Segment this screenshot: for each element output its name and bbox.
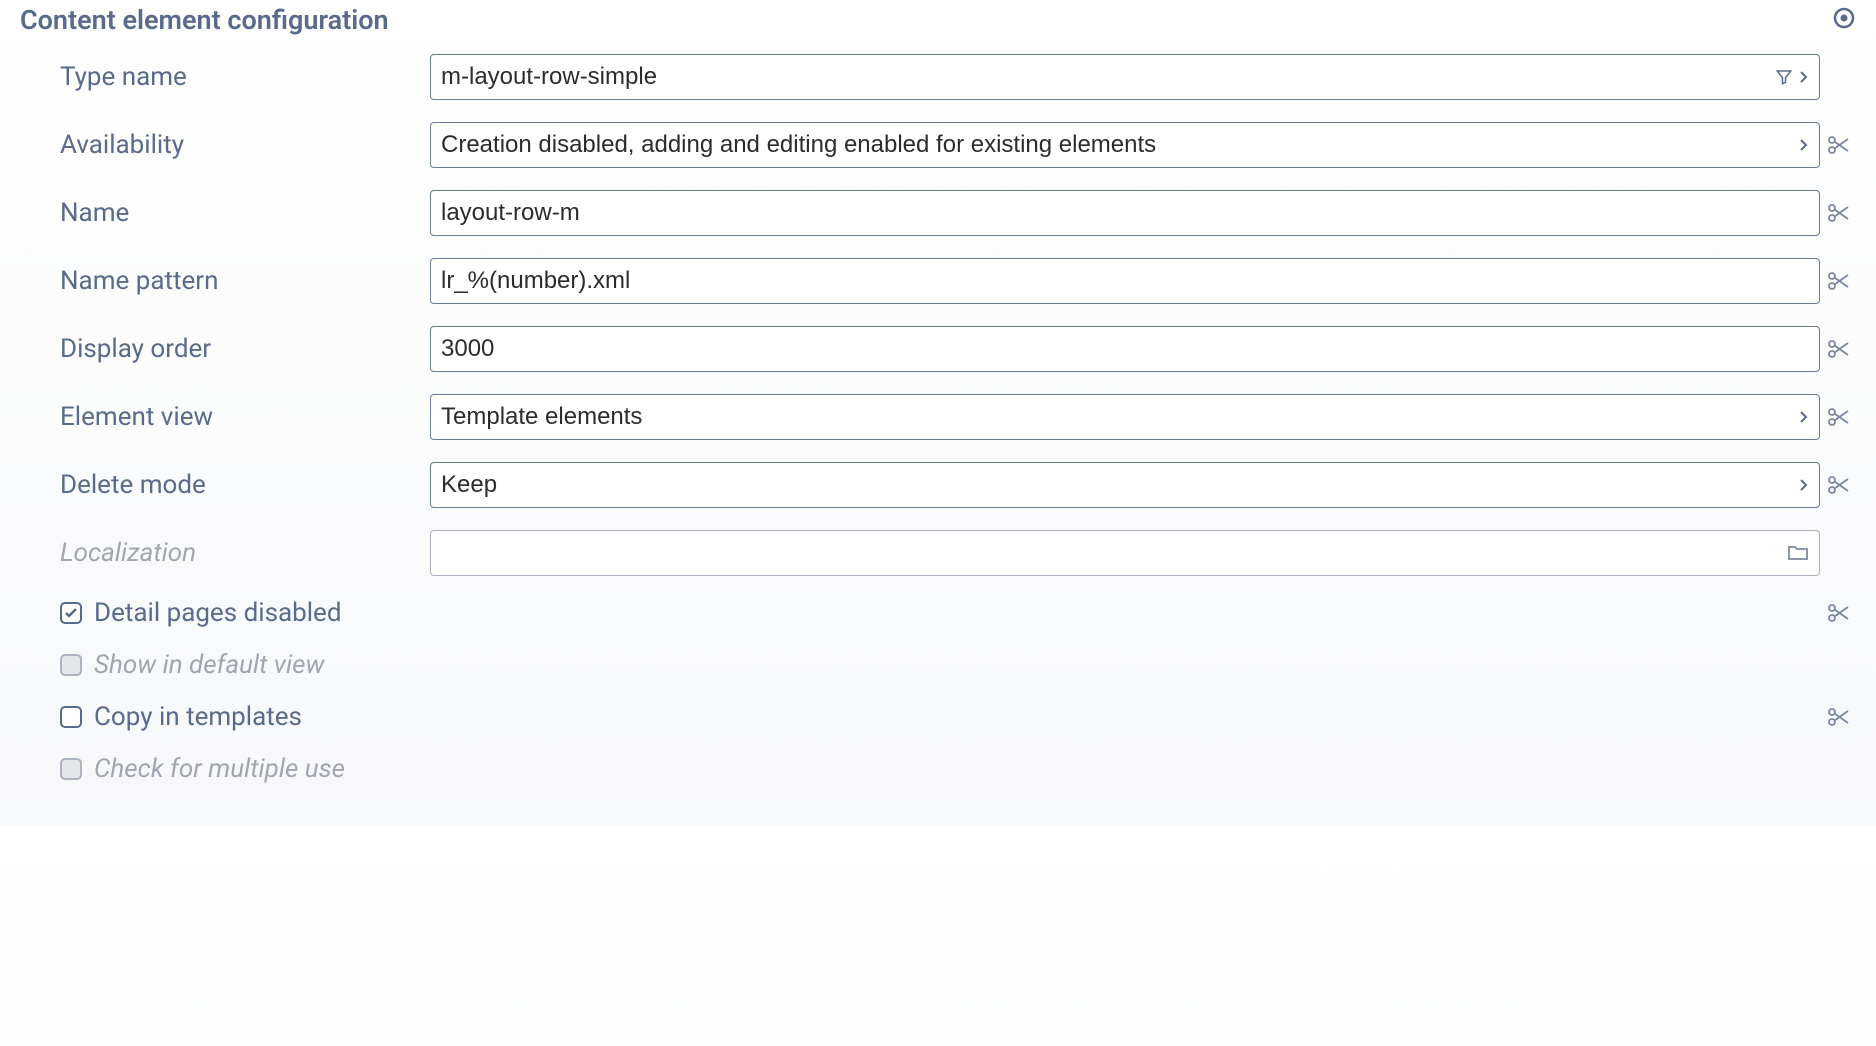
input-availability[interactable] xyxy=(430,122,1820,168)
checkbox-multiple-use[interactable] xyxy=(60,758,82,780)
checkbox-copy-templates[interactable] xyxy=(60,706,82,728)
label-delete-mode: Delete mode xyxy=(20,470,430,500)
label-localization: Localization xyxy=(20,538,430,568)
input-element-view-text[interactable] xyxy=(441,403,1791,431)
input-localization[interactable] xyxy=(430,530,1820,576)
label-multiple-use: Check for multiple use xyxy=(94,754,345,784)
field-name: Name xyxy=(20,190,1856,236)
scissors-icon[interactable] xyxy=(1820,405,1856,429)
scissors-icon[interactable] xyxy=(1820,705,1856,729)
checkbox-row-show-default: Show in default view xyxy=(20,650,1856,680)
input-availability-text[interactable] xyxy=(441,131,1791,159)
label-display-order: Display order xyxy=(20,334,430,364)
checkbox-row-copy-templates: Copy in templates xyxy=(20,702,1856,732)
checkbox-show-default[interactable] xyxy=(60,654,82,676)
filter-icon[interactable] xyxy=(1775,68,1793,86)
label-show-default: Show in default view xyxy=(94,650,324,680)
scissors-icon[interactable] xyxy=(1820,473,1856,497)
field-element-view: Element view xyxy=(20,394,1856,440)
label-copy-templates: Copy in templates xyxy=(94,702,302,732)
input-name[interactable] xyxy=(430,190,1820,236)
chevron-right-icon[interactable] xyxy=(1799,478,1809,492)
checkbox-row-detail-pages: Detail pages disabled xyxy=(20,598,1856,628)
field-delete-mode: Delete mode xyxy=(20,462,1856,508)
input-delete-mode[interactable] xyxy=(430,462,1820,508)
input-display-order[interactable] xyxy=(430,326,1820,372)
label-type-name: Type name xyxy=(20,62,430,92)
scissors-icon[interactable] xyxy=(1820,269,1856,293)
target-icon[interactable] xyxy=(1832,6,1856,30)
input-name-pattern-text[interactable] xyxy=(441,267,1809,295)
input-name-pattern[interactable] xyxy=(430,258,1820,304)
scissors-icon[interactable] xyxy=(1820,337,1856,361)
field-localization: Localization xyxy=(20,530,1856,576)
field-display-order: Display order xyxy=(20,326,1856,372)
checkbox-detail-pages[interactable] xyxy=(60,602,82,624)
folder-icon[interactable] xyxy=(1787,544,1809,562)
scissors-icon[interactable] xyxy=(1820,133,1856,157)
checkbox-row-multiple-use: Check for multiple use xyxy=(20,754,1856,784)
config-panel: Content element configuration Type name xyxy=(0,0,1876,826)
scissors-icon[interactable] xyxy=(1820,601,1856,625)
input-type-name-text[interactable] xyxy=(441,63,1767,91)
input-name-text[interactable] xyxy=(441,199,1809,227)
input-display-order-text[interactable] xyxy=(441,335,1809,363)
field-availability: Availability xyxy=(20,122,1856,168)
input-delete-mode-text[interactable] xyxy=(441,471,1791,499)
panel-title: Content element configuration xyxy=(20,0,1856,54)
input-type-name[interactable] xyxy=(430,54,1820,100)
chevron-right-icon[interactable] xyxy=(1799,70,1809,84)
scissors-icon[interactable] xyxy=(1820,201,1856,225)
label-element-view: Element view xyxy=(20,402,430,432)
chevron-right-icon[interactable] xyxy=(1799,138,1809,152)
label-name: Name xyxy=(20,198,430,228)
label-detail-pages: Detail pages disabled xyxy=(94,598,342,628)
field-name-pattern: Name pattern xyxy=(20,258,1856,304)
label-availability: Availability xyxy=(20,130,430,160)
field-type-name: Type name xyxy=(20,54,1856,100)
input-localization-text[interactable] xyxy=(441,539,1779,567)
input-element-view[interactable] xyxy=(430,394,1820,440)
label-name-pattern: Name pattern xyxy=(20,266,430,296)
chevron-right-icon[interactable] xyxy=(1799,410,1809,424)
